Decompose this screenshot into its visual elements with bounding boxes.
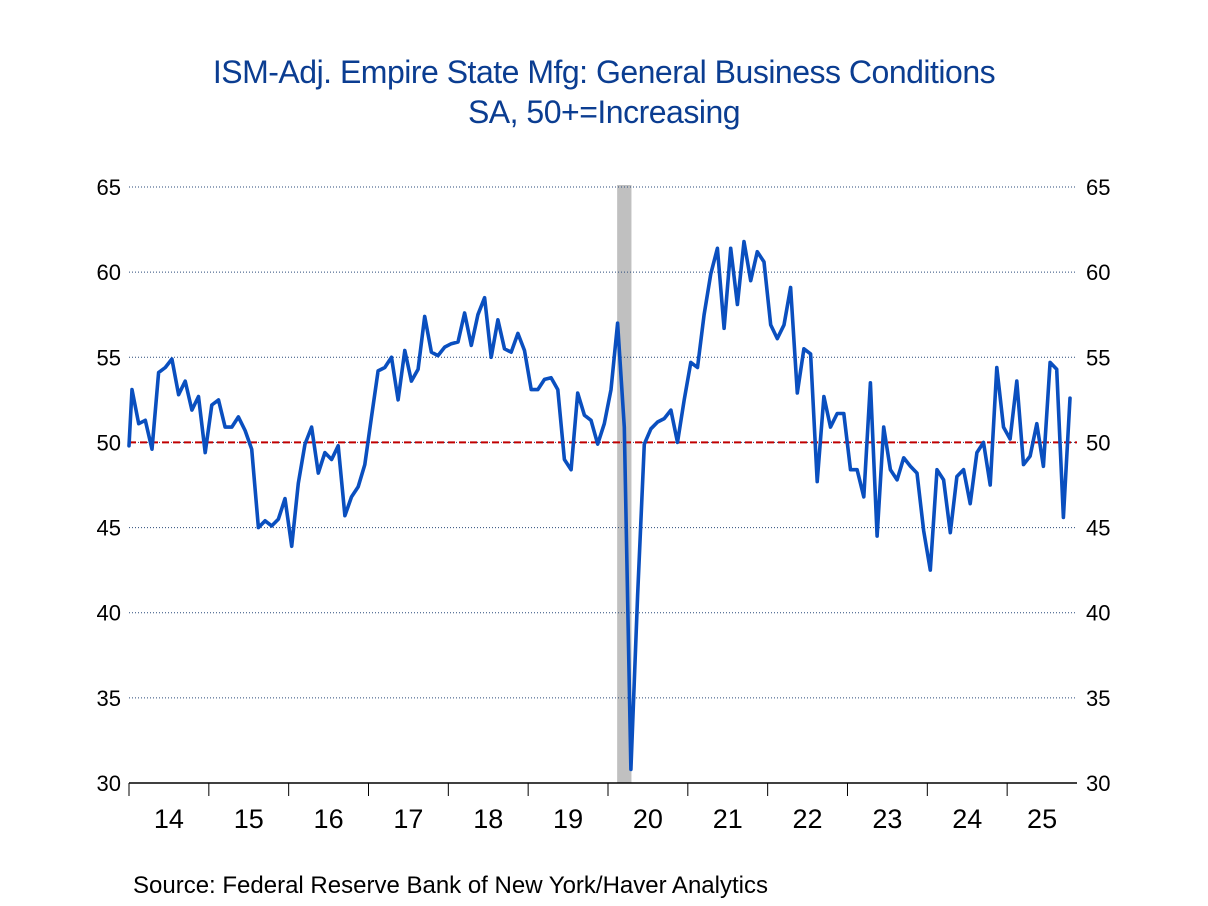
y-tick-label-right: 45: [1086, 516, 1110, 541]
chart-title: ISM-Adj. Empire State Mfg: General Busin…: [212, 54, 996, 90]
x-tick-label: 14: [154, 804, 184, 834]
y-tick-label-left: 30: [97, 771, 121, 796]
y-tick-label-right: 55: [1086, 345, 1110, 370]
y-tick-label-right: 30: [1086, 771, 1110, 796]
series-line: [127, 239, 1072, 772]
x-tick-label: 20: [633, 804, 663, 834]
y-tick-label-left: 50: [97, 430, 121, 455]
x-tick-label: 15: [234, 804, 264, 834]
source-note: Source: Federal Reserve Bank of New York…: [133, 872, 768, 899]
y-tick-label-right: 50: [1086, 430, 1110, 455]
x-tick-label: 24: [952, 804, 982, 834]
y-tick-label-right: 60: [1086, 260, 1110, 285]
y-tick-label-left: 45: [97, 516, 121, 541]
y-tick-label-left: 65: [97, 175, 121, 200]
x-tick-label: 16: [314, 804, 344, 834]
y-tick-label-right: 35: [1086, 686, 1110, 711]
x-tick-label: 17: [393, 804, 423, 834]
x-tick-label: 18: [473, 804, 503, 834]
y-tick-label-left: 35: [97, 686, 121, 711]
x-tick-label: 19: [553, 804, 583, 834]
x-tick-label: 22: [793, 804, 823, 834]
x-tick-label: 21: [713, 804, 743, 834]
x-tick-label: 25: [1027, 804, 1057, 834]
y-tick-label-left: 40: [97, 601, 121, 626]
y-tick-label-right: 65: [1086, 175, 1110, 200]
x-tick-label: 23: [872, 804, 902, 834]
chart-subtitle: SA, 50+=Increasing: [467, 94, 741, 130]
y-tick-label-right: 40: [1086, 601, 1110, 626]
y-tick-label-left: 55: [97, 345, 121, 370]
y-tick-label-left: 60: [97, 260, 121, 285]
